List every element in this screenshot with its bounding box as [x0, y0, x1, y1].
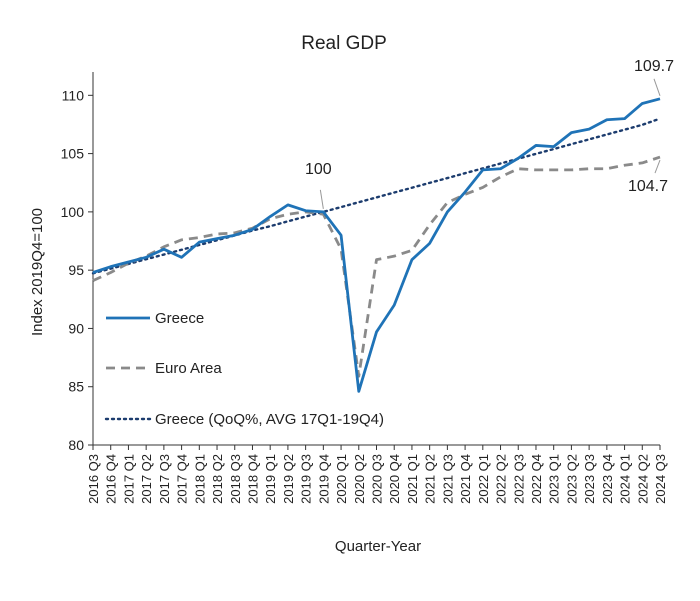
y-tick-label: 95 [68, 262, 84, 278]
series-line-greece [92, 97, 661, 393]
legend-label: Greece (QoQ%, AVG 17Q1-19Q4) [155, 411, 384, 428]
y-tick-label: 85 [68, 379, 84, 395]
x-tick-label: 2019 Q4 [316, 454, 331, 504]
x-axis-label: Quarter-Year [335, 538, 421, 555]
x-tick-label: 2023 Q4 [600, 454, 615, 504]
annotation-label: 109.7 [634, 58, 674, 75]
x-tick-label: 2020 Q4 [387, 454, 402, 504]
y-axis-label: Index 2019Q4=100 [29, 208, 46, 336]
x-tick-label: 2017 Q2 [139, 454, 154, 504]
x-tick-label: 2021 Q2 [423, 454, 438, 504]
x-tick-label: 2022 Q3 [511, 454, 526, 504]
legend-label: Euro Area [155, 360, 222, 377]
x-tick-label: 2021 Q1 [405, 454, 420, 504]
legend-label: Greece [155, 310, 204, 327]
y-tick-label: 105 [61, 146, 85, 162]
x-tick-label: 2018 Q4 [245, 454, 260, 504]
y-tick-label: 80 [68, 437, 84, 453]
x-tick-label: 2022 Q1 [476, 454, 491, 504]
x-tick-label: 2019 Q1 [263, 454, 278, 504]
x-tick-label: 2021 Q4 [458, 454, 473, 504]
x-tick-label: 2017 Q4 [175, 454, 190, 504]
x-tick-label: 2020 Q2 [352, 454, 367, 504]
series-line-greece-qoq-avg-17q1-19q4 [91, 117, 662, 275]
x-tick-label: 2017 Q3 [157, 454, 172, 504]
chart-title: Real GDP [301, 33, 387, 54]
x-tick-label: 2024 Q3 [653, 454, 668, 504]
x-tick-label: 2019 Q2 [281, 454, 296, 504]
x-tick-label: 2016 Q3 [86, 454, 101, 504]
annotations: 109.7 100 104.7 [305, 58, 674, 209]
x-tick-label: 2020 Q3 [370, 454, 385, 504]
series-lines [91, 97, 662, 393]
annotation-label: 100 [305, 161, 332, 178]
x-tick-label: 2023 Q1 [547, 454, 562, 504]
legend: Greece Euro Area Greece (QoQ%, AVG 17Q1-19… [104, 310, 384, 428]
x-axis-ticks: 2016 Q3 2016 Q4 2017 Q1 2017 Q2 2017 Q3 2017 … [86, 445, 668, 504]
x-tick-label: 2020 Q1 [334, 454, 349, 504]
y-tick-label: 90 [68, 320, 84, 336]
x-tick-label: 2021 Q3 [440, 454, 455, 504]
x-tick-label: 2024 Q1 [618, 454, 633, 504]
x-tick-label: 2016 Q4 [104, 454, 119, 504]
x-tick-label: 2022 Q4 [529, 454, 544, 504]
x-tick-label: 2018 Q2 [210, 454, 225, 504]
x-tick-label: 2024 Q2 [635, 454, 650, 504]
y-tick-label: 110 [62, 87, 85, 103]
x-tick-label: 2019 Q3 [299, 454, 314, 504]
annotation-leader [653, 78, 661, 96]
x-tick-label: 2017 Q1 [121, 454, 136, 504]
x-tick-label: 2023 Q3 [582, 454, 597, 504]
x-tick-label: 2018 Q1 [192, 454, 207, 504]
annotation-label: 104.7 [628, 178, 668, 195]
y-axis-ticks: 80 85 90 95 100 105 110 [61, 87, 93, 453]
series-line-euro-area [92, 155, 661, 378]
x-tick-label: 2023 Q2 [564, 454, 579, 504]
y-tick-label: 100 [61, 204, 85, 220]
x-tick-label: 2022 Q2 [494, 454, 509, 504]
x-tick-label: 2018 Q3 [228, 454, 243, 504]
annotation-leader [654, 159, 661, 174]
annotation-leader [319, 189, 324, 209]
